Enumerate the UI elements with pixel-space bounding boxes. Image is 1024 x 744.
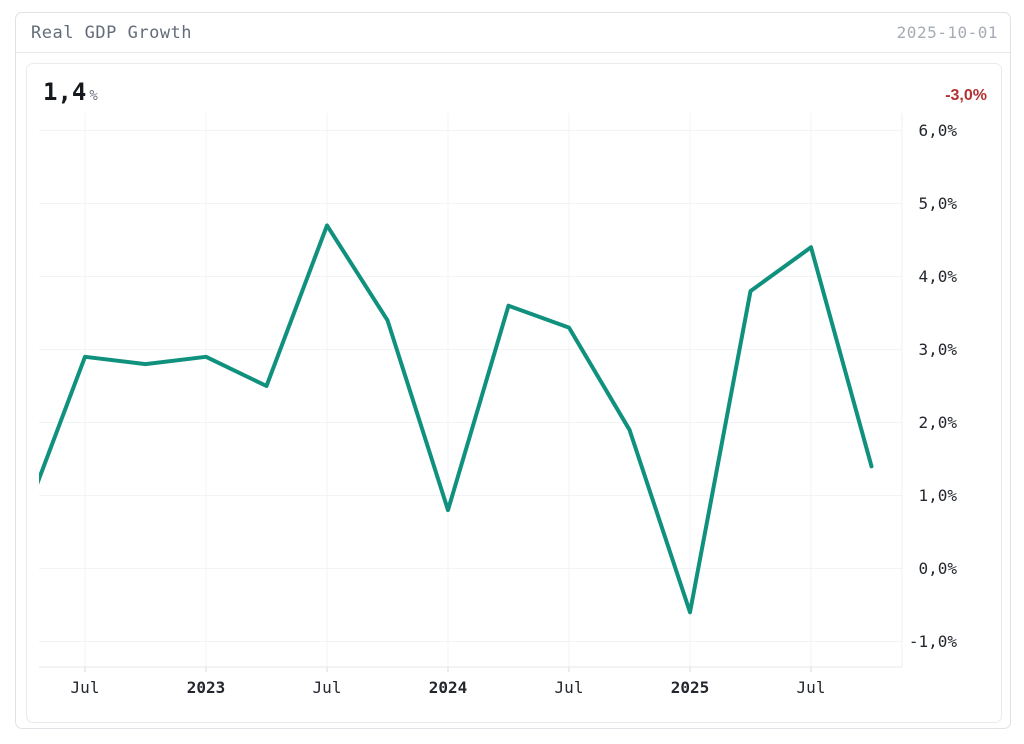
y-tick-label: 4,0%: [918, 267, 957, 286]
x-tick-label: 2025: [671, 678, 710, 697]
kpi-value: 1,4: [43, 78, 87, 106]
x-tick-label: 2024: [429, 678, 468, 697]
kpi-latest-value: 1,4 %: [43, 78, 98, 107]
card-header: Real GDP Growth 2025-10-01: [16, 13, 1010, 53]
gdp-line-chart: 6,0% 5,0% 4,0% 3,0% 2,0% 1,0% 0,0% -1,0% Jul 2023…: [39, 113, 958, 697]
kpi-unit: %: [89, 88, 98, 104]
x-tick-label: Jul: [313, 678, 342, 697]
y-tick-label: 3,0%: [918, 340, 957, 359]
card-date: 2025-10-01: [896, 23, 998, 42]
y-tick-label: 0,0%: [918, 559, 957, 578]
x-tick-label: 2023: [187, 678, 226, 697]
y-tick-label: 1,0%: [918, 486, 957, 505]
y-tick-label: 2,0%: [918, 413, 957, 432]
y-tick-label: 5,0%: [918, 194, 957, 213]
y-tick-label: -1,0%: [909, 632, 958, 651]
x-tick-label: Jul: [555, 678, 584, 697]
card-title: Real GDP Growth: [31, 22, 193, 43]
chart-panel: 1,4 % -3,0% 6,0% 5,0% 4,0% 3,0% 2,0% 1,0% 0,0%…: [26, 63, 1002, 723]
gdp-series-line: [39, 223, 874, 615]
gdp-card: Real GDP Growth 2025-10-01 1,4 % -3,0% 6…: [15, 12, 1011, 729]
y-tick-label: 6,0%: [918, 121, 957, 140]
x-tick-label: Jul: [797, 678, 826, 697]
kpi-row: 1,4 % -3,0%: [43, 78, 987, 107]
x-tick-label: Jul: [71, 678, 100, 697]
kpi-delta: -3,0%: [945, 87, 987, 104]
